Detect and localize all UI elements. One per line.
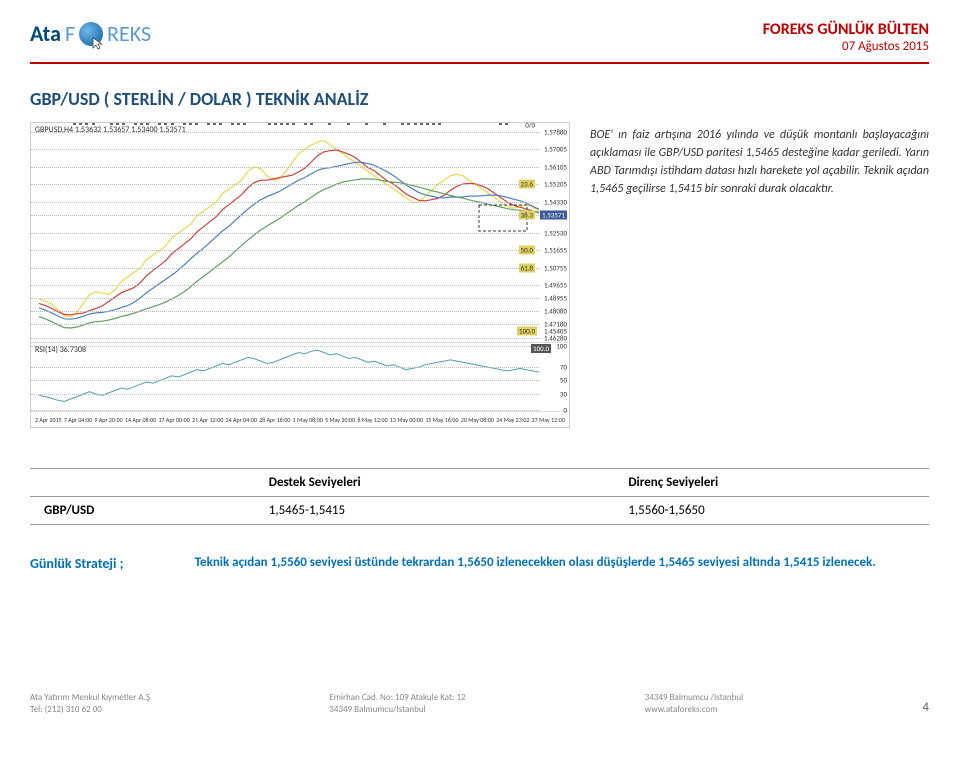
- rsi-line: [39, 343, 539, 411]
- cursor-icon: [91, 36, 105, 50]
- footer-web: www.ataforeks.com: [645, 704, 743, 716]
- x-tick: 28 Apr 16:00: [259, 416, 290, 424]
- footer-addr2: 34349 Balmumcu/Istanbul: [329, 704, 465, 716]
- x-tick: 17 Apr 00:00: [158, 416, 189, 424]
- support-value: 1,5465-1,5415: [255, 497, 615, 525]
- resistance-header: Direnç Seviyeleri: [614, 469, 929, 497]
- support-header: Destek Seviyeleri: [255, 469, 615, 497]
- header-right: FOREKS GÜNLÜK BÜLTEN 07 Ağustos 2015: [763, 20, 929, 54]
- logo: Ata F REKS: [30, 20, 151, 47]
- levels-corner: [30, 469, 255, 497]
- logo-text-f: F: [65, 20, 75, 47]
- chart-x-axis: 2 Apr 20157 Apr 04:009 Apr 20:0014 Apr 0…: [31, 411, 569, 427]
- chart-rsi-pane: RSI(14) 36.7308 100100.07050300: [31, 343, 569, 411]
- chart-ticker-label: GBPUSD,H4 1.53632 1.53657 1.53400 1.5357…: [35, 125, 186, 135]
- x-tick: 7 Apr 04:00: [64, 416, 92, 424]
- x-tick: 21 Apr 12:00: [192, 416, 223, 424]
- x-tick: 20 May 08:00: [461, 416, 494, 424]
- logo-globe-icon: [79, 22, 103, 46]
- strategy-label: Günlük Strateji ;: [30, 555, 123, 572]
- x-tick: 1 May 08:00: [293, 416, 323, 424]
- x-tick: 27 May 12:00: [532, 416, 565, 424]
- x-tick: 15 May 16:00: [425, 416, 458, 424]
- logo-text-ata: Ata: [30, 20, 61, 47]
- analysis-text: BOE' ın faiz artışına 2016 yılında ve dü…: [590, 122, 929, 428]
- x-tick: 9 Apr 20:00: [94, 416, 122, 424]
- x-tick: 24 May 23:02: [496, 416, 529, 424]
- rsi-label: RSI(14) 36.7308: [35, 345, 86, 355]
- strategy-text: Teknik açıdan 1,5560 seviyesi üstünde te…: [141, 555, 929, 572]
- footer-col-1: Ata Yatırım Menkul Kıymetler A.Ş Tel: (2…: [30, 692, 150, 715]
- x-tick: 14 Apr 08:00: [125, 416, 156, 424]
- footer-company: Ata Yatırım Menkul Kıymetler A.Ş: [30, 692, 150, 704]
- page-footer: Ata Yatırım Menkul Kıymetler A.Ş Tel: (2…: [30, 692, 929, 715]
- bulletin-date: 07 Ağustos 2015: [763, 39, 929, 54]
- header-divider: [30, 62, 929, 64]
- page-number: 4: [922, 700, 929, 715]
- footer-col-3: 34349 Balmumcu /Istanbul www.ataforeks.c…: [645, 692, 743, 715]
- levels-table: Destek Seviyeleri Direnç Seviyeleri GBP/…: [30, 468, 929, 525]
- logo-text-reks: REKS: [107, 20, 151, 47]
- footer-col-2: Emirhan Cad. No: 109 Atakule Kat: 12 343…: [329, 692, 465, 715]
- page-header: Ata F REKS FOREKS GÜNLÜK BÜLTEN 07 Ağust…: [30, 20, 929, 54]
- x-tick: 24 Apr 04:00: [226, 416, 257, 424]
- x-tick: 2 Apr 2015: [35, 416, 62, 424]
- footer-tel: Tel: (212) 310 62 00: [30, 704, 150, 716]
- fib-100-badge: 100.0: [517, 327, 537, 336]
- resistance-value: 1,5560-1,5650: [614, 497, 929, 525]
- section-title: GBP/USD ( STERLİN / DOLAR ) TEKNİK ANALİ…: [30, 88, 929, 110]
- footer-addr3: 34349 Balmumcu /Istanbul: [645, 692, 743, 704]
- x-tick: 13 May 00:00: [390, 416, 423, 424]
- content-row: GBPUSD,H4 1.53632 1.53657 1.53400 1.5357…: [30, 122, 929, 428]
- x-tick: 8 May 12:00: [357, 416, 387, 424]
- chart-price-pane: GBPUSD,H4 1.53632 1.53657 1.53400 1.5357…: [31, 123, 569, 343]
- bulletin-title: FOREKS GÜNLÜK BÜLTEN: [763, 20, 929, 39]
- pair-label: GBP/USD: [30, 497, 255, 525]
- x-tick: 5 May 20:00: [325, 416, 355, 424]
- price-chart: GBPUSD,H4 1.53632 1.53657 1.53400 1.5357…: [30, 122, 570, 428]
- strategy-row: Günlük Strateji ; Teknik açıdan 1,5560 s…: [30, 555, 929, 572]
- footer-addr1: Emirhan Cad. No: 109 Atakule Kat: 12: [329, 692, 465, 704]
